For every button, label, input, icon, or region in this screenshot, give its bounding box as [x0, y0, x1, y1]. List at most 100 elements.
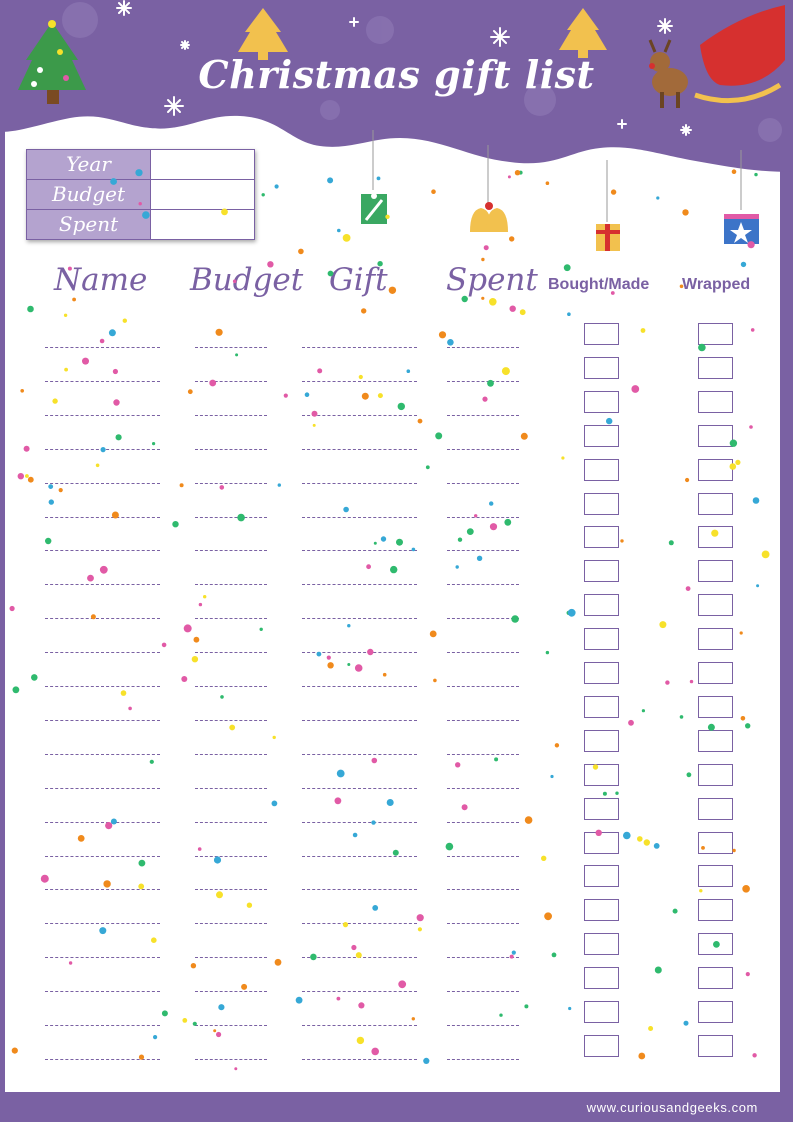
bought-checkbox[interactable] — [584, 797, 619, 820]
name-line[interactable] — [45, 414, 160, 416]
budget-line[interactable] — [195, 380, 267, 382]
name-line[interactable] — [45, 991, 160, 993]
name-line[interactable] — [45, 753, 160, 755]
wrapped-checkbox[interactable] — [698, 1001, 733, 1023]
name-line[interactable] — [45, 347, 160, 348]
name-line[interactable] — [45, 923, 160, 925]
name-line[interactable] — [45, 1058, 160, 1060]
budget-line[interactable] — [195, 787, 267, 789]
name-line[interactable] — [45, 1025, 160, 1026]
budget-line[interactable] — [195, 414, 267, 416]
bought-checkbox[interactable] — [584, 458, 619, 481]
bought-checkbox[interactable] — [584, 390, 619, 413]
spent-line[interactable] — [447, 889, 519, 891]
spent-line[interactable] — [447, 516, 519, 518]
name-line[interactable] — [45, 787, 160, 789]
spent-line[interactable] — [447, 1025, 519, 1026]
name-line[interactable] — [45, 584, 160, 586]
gift-line[interactable] — [302, 618, 417, 620]
wrapped-checkbox[interactable] — [698, 424, 733, 447]
name-line[interactable] — [45, 516, 160, 518]
wrapped-checkbox[interactable] — [698, 356, 733, 379]
budget-line[interactable] — [195, 550, 267, 552]
bought-checkbox[interactable] — [584, 695, 619, 718]
bought-checkbox[interactable] — [584, 899, 619, 922]
budget-line[interactable] — [195, 652, 267, 654]
bought-checkbox[interactable] — [584, 933, 619, 956]
budget-field[interactable] — [151, 180, 254, 209]
name-line[interactable] — [45, 719, 160, 721]
gift-line[interactable] — [302, 652, 417, 654]
gift-line[interactable] — [302, 855, 417, 857]
budget-line[interactable] — [195, 957, 267, 959]
bought-checkbox[interactable] — [584, 662, 619, 684]
budget-line[interactable] — [195, 889, 267, 891]
name-line[interactable] — [45, 482, 160, 484]
wrapped-checkbox[interactable] — [698, 729, 733, 752]
bought-checkbox[interactable] — [584, 560, 619, 583]
spent-line[interactable] — [447, 855, 519, 857]
spent-line[interactable] — [447, 991, 519, 993]
wrapped-checkbox[interactable] — [698, 560, 733, 583]
gift-line[interactable] — [302, 414, 417, 416]
wrapped-checkbox[interactable] — [698, 865, 733, 888]
spent-line[interactable] — [447, 923, 519, 925]
spent-field[interactable] — [151, 210, 254, 239]
gift-line[interactable] — [302, 991, 417, 993]
budget-line[interactable] — [195, 516, 267, 518]
gift-line[interactable] — [302, 821, 417, 823]
gift-line[interactable] — [302, 889, 417, 891]
wrapped-checkbox[interactable] — [698, 695, 733, 718]
budget-line[interactable] — [195, 1058, 267, 1060]
wrapped-checkbox[interactable] — [698, 831, 733, 854]
bought-checkbox[interactable] — [584, 1034, 619, 1057]
wrapped-checkbox[interactable] — [698, 323, 733, 345]
gift-line[interactable] — [302, 719, 417, 721]
gift-line[interactable] — [302, 787, 417, 789]
name-line[interactable] — [45, 686, 160, 687]
spent-line[interactable] — [447, 482, 519, 484]
bought-checkbox[interactable] — [584, 967, 619, 990]
bought-checkbox[interactable] — [584, 356, 619, 379]
gift-line[interactable] — [302, 753, 417, 755]
gift-line[interactable] — [302, 584, 417, 586]
bought-checkbox[interactable] — [584, 729, 619, 752]
gift-line[interactable] — [302, 1025, 417, 1026]
wrapped-checkbox[interactable] — [698, 390, 733, 413]
bought-checkbox[interactable] — [584, 763, 619, 786]
gift-line[interactable] — [302, 686, 417, 687]
spent-line[interactable] — [447, 686, 519, 687]
spent-line[interactable] — [447, 652, 519, 654]
spent-line[interactable] — [447, 448, 519, 450]
name-line[interactable] — [45, 618, 160, 620]
bought-checkbox[interactable] — [584, 424, 619, 447]
gift-line[interactable] — [302, 516, 417, 518]
spent-line[interactable] — [447, 753, 519, 755]
wrapped-checkbox[interactable] — [698, 967, 733, 990]
bought-checkbox[interactable] — [584, 492, 619, 515]
name-line[interactable] — [45, 652, 160, 654]
spent-line[interactable] — [447, 618, 519, 620]
spent-line[interactable] — [447, 957, 519, 959]
bought-checkbox[interactable] — [584, 865, 619, 888]
wrapped-checkbox[interactable] — [698, 628, 733, 651]
bought-checkbox[interactable] — [584, 628, 619, 651]
name-line[interactable] — [45, 889, 160, 891]
spent-line[interactable] — [447, 719, 519, 721]
budget-line[interactable] — [195, 482, 267, 484]
wrapped-checkbox[interactable] — [698, 526, 733, 549]
name-line[interactable] — [45, 550, 160, 552]
budget-line[interactable] — [195, 753, 267, 755]
name-line[interactable] — [45, 380, 160, 382]
spent-line[interactable] — [447, 1058, 519, 1060]
gift-line[interactable] — [302, 347, 417, 348]
budget-line[interactable] — [195, 448, 267, 450]
budget-line[interactable] — [195, 821, 267, 823]
gift-line[interactable] — [302, 923, 417, 925]
spent-line[interactable] — [447, 550, 519, 552]
gift-line[interactable] — [302, 448, 417, 450]
gift-line[interactable] — [302, 1058, 417, 1060]
spent-line[interactable] — [447, 821, 519, 823]
budget-line[interactable] — [195, 686, 267, 687]
wrapped-checkbox[interactable] — [698, 763, 733, 786]
